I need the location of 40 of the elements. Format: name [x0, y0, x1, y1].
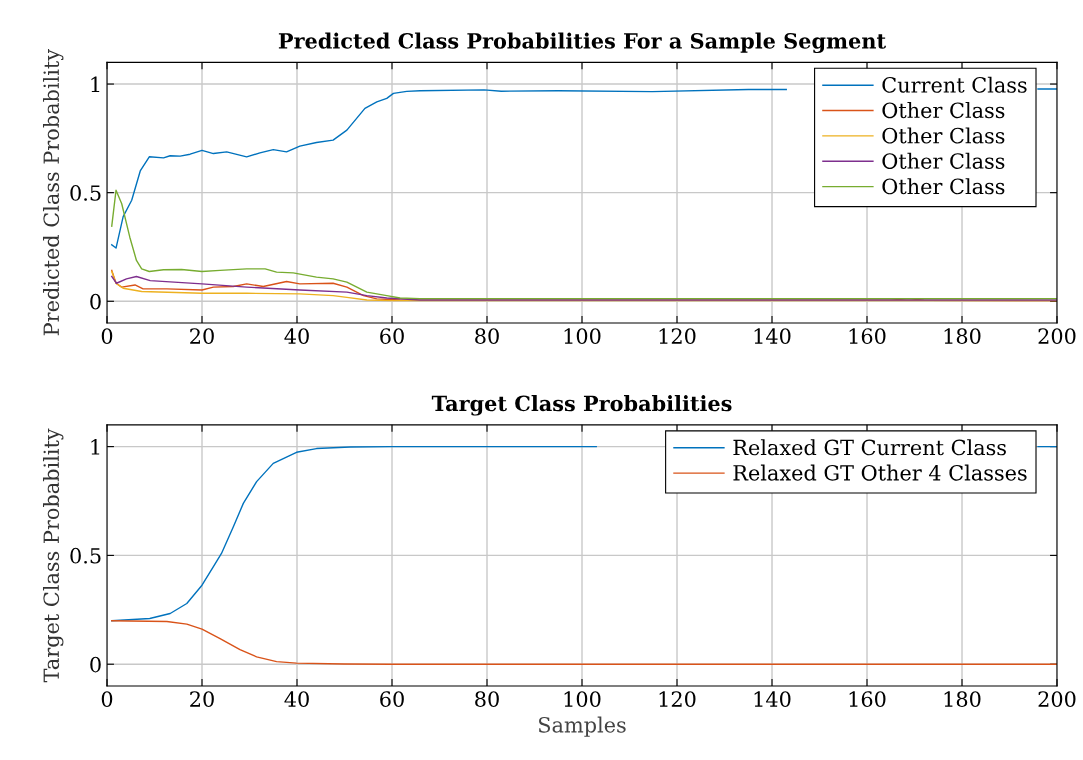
- x-tick-label: 120: [659, 328, 696, 344]
- series-label: Current Class: [882, 76, 1027, 93]
- y-axis-title: Target Class Probability: [42, 428, 64, 683]
- x-tick-label: 80: [475, 328, 499, 344]
- x-tick-label: 160: [849, 691, 886, 707]
- x-tick-label: 60: [380, 691, 404, 707]
- x-tick-label: 40: [284, 691, 309, 707]
- x-tick-label: 20: [190, 328, 214, 344]
- series-label: Relaxed GT Current Class: [733, 439, 1006, 456]
- legend-label: Relaxed GT Other 4 Classes: [733, 464, 1027, 481]
- y-tick-label: 0.5: [70, 547, 101, 564]
- y-tick-label: 1: [91, 439, 100, 455]
- y-tick-label: 0: [90, 656, 101, 673]
- x-tick-label: 180: [944, 328, 981, 344]
- y-tick-label: 0.5: [70, 185, 101, 201]
- chart-title: Target Class Probabilities: [431, 395, 732, 416]
- chart-title: Predicted Class Probabilities For a Sample Segment: [278, 32, 886, 54]
- x-tick-label: 60: [380, 328, 404, 344]
- x-tick-label: 200: [1038, 691, 1076, 707]
- legend-label: Other Class: [882, 152, 1005, 169]
- x-tick-label: 140: [754, 328, 791, 344]
- legend-label: Other Class: [882, 127, 1005, 144]
- x-tick-label: 100: [564, 328, 601, 344]
- x-tick-label: 80: [475, 691, 499, 707]
- x-tick-label: 180: [944, 691, 981, 707]
- x-axis-title: Samples: [539, 716, 626, 737]
- x-tick-label: 140: [754, 691, 791, 707]
- y-tick-label: 0: [90, 293, 101, 310]
- y-axis-title: Predicted Class Probability: [42, 49, 64, 336]
- x-tick-label: 20: [190, 691, 214, 707]
- y-tick-label: 1: [91, 76, 100, 92]
- x-tick-label: 40: [284, 328, 309, 344]
- x-tick-label: 100: [564, 691, 601, 707]
- x-tick-label: 120: [659, 691, 696, 707]
- x-tick-label: 200: [1038, 328, 1076, 344]
- legend-label: Other Class: [882, 102, 1005, 119]
- x-tick-label: 0: [101, 691, 113, 707]
- x-tick-label: 160: [849, 328, 886, 344]
- x-tick-label: 0: [101, 328, 113, 344]
- legend-label: Other Class: [882, 178, 1005, 195]
